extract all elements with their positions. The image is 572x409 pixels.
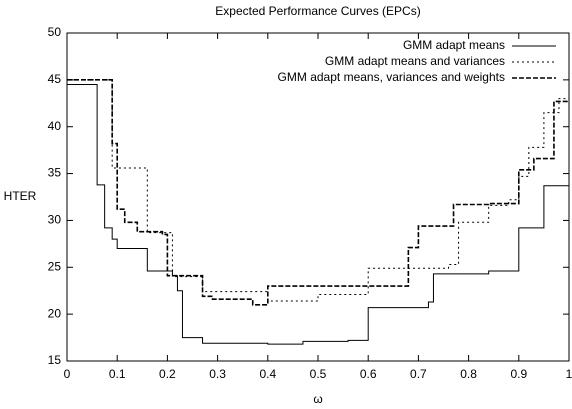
legend-label: GMM adapt means and variances: [325, 54, 505, 68]
x-tick-label: 0.3: [209, 367, 226, 381]
x-tick-label: 0.5: [310, 367, 327, 381]
y-tick-label: 35: [48, 166, 62, 180]
y-tick-label: 45: [48, 72, 62, 86]
chart-title: Expected Performance Curves (EPCs): [215, 4, 420, 18]
series-line: [67, 84, 569, 345]
x-tick-label: 0.8: [460, 367, 477, 381]
series-line: [67, 79, 569, 306]
y-tick-label: 25: [48, 259, 62, 273]
x-tick-label: 0.2: [159, 367, 176, 381]
y-tick-label: 40: [48, 119, 62, 133]
y-axis-label: HTER: [4, 189, 37, 203]
series-line: [67, 79, 569, 302]
y-tick-label: 20: [48, 306, 62, 320]
y-tick-label: 50: [48, 25, 62, 39]
legend-label: GMM adapt means: [403, 38, 505, 52]
x-axis-label: ω: [313, 392, 322, 406]
legend-label: GMM adapt means, variances and weights: [278, 70, 505, 84]
x-tick-label: 1: [566, 367, 572, 381]
x-tick-label: 0.9: [510, 367, 527, 381]
x-tick-label: 0.6: [360, 367, 377, 381]
x-tick-label: 0.4: [259, 367, 276, 381]
x-tick-label: 0.1: [109, 367, 126, 381]
x-tick-label: 0: [64, 367, 71, 381]
y-tick-label: 30: [48, 213, 62, 227]
x-tick-label: 0.7: [410, 367, 427, 381]
y-tick-label: 15: [48, 353, 62, 367]
